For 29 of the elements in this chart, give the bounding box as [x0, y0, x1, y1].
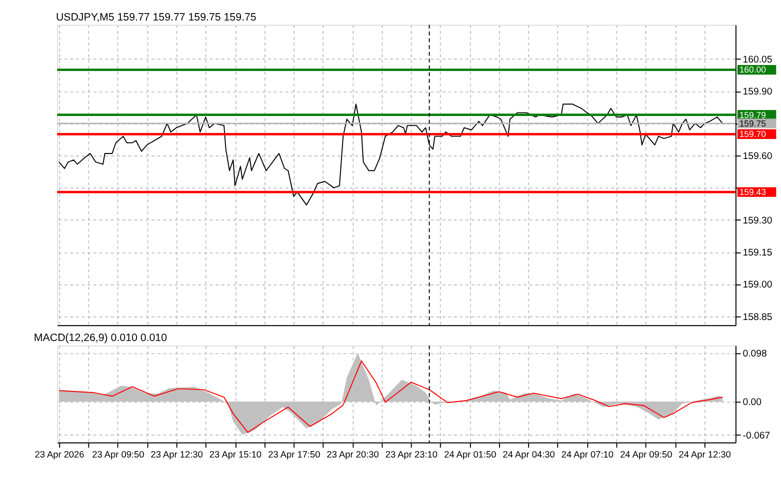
x-tick-label: 23 Apr 23:10 [385, 449, 438, 460]
x-tick-label: 24 Apr 07:10 [561, 449, 614, 460]
ref-line-label: 160.00 [739, 64, 766, 75]
y-tick-label: 160.05 [742, 54, 772, 66]
y-tick-label: 159.60 [742, 151, 772, 162]
y-tick-label: 158.85 [742, 312, 772, 323]
chart-title: MACD(12,26,9) 0.010 0.010 [34, 332, 168, 344]
x-tick-label: 24 Apr 12:30 [678, 449, 731, 460]
chart-title: USDJPY,M5 159.77 159.77 159.75 159.75 [56, 11, 256, 24]
x-tick-label: 24 Apr 04:30 [502, 449, 555, 460]
x-tick-label: 23 Apr 12:30 [150, 449, 203, 460]
y-tick-label: 159.00 [742, 280, 772, 291]
x-tick-label: 24 Apr 01:50 [444, 449, 496, 460]
ref-line-label: 159.70 [739, 129, 766, 140]
ref-line-label: 159.43 [739, 186, 766, 197]
y-tick-label: 159.30 [742, 215, 772, 226]
x-tick-label: 23 Apr 15:10 [209, 449, 262, 460]
y-tick-label: 0.00 [742, 397, 762, 408]
y-tick-label: -0.067 [742, 430, 770, 442]
y-tick-label: 159.15 [742, 248, 772, 259]
x-tick-label: 23 Apr 09:50 [92, 449, 144, 460]
x-tick-label: 23 Apr 20:30 [326, 449, 379, 460]
x-tick-label: 23 Apr 2026 [34, 449, 84, 460]
x-tick-label: 23 Apr 17:50 [268, 449, 320, 460]
y-tick-label: 0.098 [742, 348, 767, 360]
x-tick-label: 24 Apr 09:50 [620, 449, 672, 460]
y-tick-label: 159.90 [742, 86, 772, 98]
ref-line-label: 159.79 [739, 110, 766, 120]
ref-line-label: 159.75 [739, 118, 766, 128]
